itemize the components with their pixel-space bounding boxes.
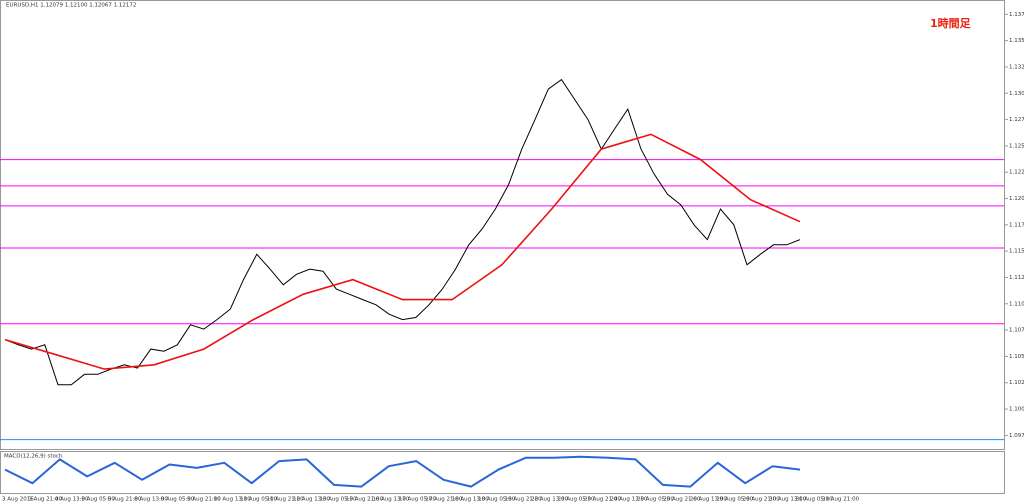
x-tick-label: 18 Aug 13:00: [452, 497, 490, 503]
x-tick-label: 23 Aug 21:00: [584, 497, 622, 503]
x-tick-label: 9 Aug 05:00: [161, 497, 195, 503]
x-tick-label: 17 Aug 21:00: [425, 497, 463, 503]
osc-frame: [0, 451, 1005, 494]
x-tick-label: 12 Aug 13:00: [293, 497, 331, 503]
x-tick-label: 4 Aug 13:00: [55, 497, 89, 503]
x-tick-label: 23 Aug 05:00: [557, 497, 595, 503]
osc-label: MACD(12,26,9) stoch: [4, 454, 63, 460]
x-tick-label: 5 Aug 05:00: [81, 497, 115, 503]
x-tick-label: 5 Aug 21:00: [108, 497, 142, 503]
price-line: [4, 133, 801, 370]
y-tick-label: 1.11250: [1009, 275, 1024, 281]
x-tick-label: 31 Aug 21:00: [822, 497, 860, 503]
x-tick-label: 29 Aug 21:00: [743, 497, 781, 503]
x-tick-label: 9 Aug 21:00: [187, 497, 221, 503]
x-tick-label: 24 Aug 13:00: [610, 497, 648, 503]
x-tick-label: 25 Aug 21:00: [663, 497, 701, 503]
y-tick-label: 1.13000: [1009, 91, 1024, 97]
x-tick-label: 3 Aug 2016: [2, 497, 34, 503]
oscillator-line: [4, 455, 801, 488]
x-tick-label: 11 Aug 05:00: [240, 497, 278, 503]
y-tick-label: 1.10000: [1009, 407, 1024, 413]
x-tick-label: 3 Aug 21:00: [28, 497, 62, 503]
y-tick-label: 1.12750: [1009, 117, 1024, 123]
x-tick-label: 26 Aug 13:00: [690, 497, 728, 503]
x-tick-label: 31 Aug 05:00: [796, 497, 834, 503]
x-tick-label: 15 Aug 05:00: [319, 497, 357, 503]
x-tick-label: 25 Aug 05:00: [637, 497, 675, 503]
x-tick-label: 10 Aug 13:00: [214, 497, 252, 503]
x-tick-label: 22 Aug 13:00: [531, 497, 569, 503]
main-frame: [0, 0, 1005, 450]
y-tick-label: 1.11750: [1009, 222, 1024, 228]
y-tick-label: 1.10750: [1009, 328, 1024, 334]
x-tick-label: 8 Aug 13:00: [134, 497, 168, 503]
annotation: 1時間足: [930, 16, 972, 30]
y-tick-label: 1.11500: [1009, 249, 1024, 255]
x-tick-label: 16 Aug 13:00: [372, 497, 410, 503]
y-tick-label: 1.10250: [1009, 380, 1024, 386]
y-tick-label: 1.10500: [1009, 354, 1024, 360]
y-tick-label: 1.13750: [1009, 12, 1024, 18]
x-tick-label: 19 Aug 21:00: [505, 497, 543, 503]
x-tick-label: 30 Aug 13:00: [769, 497, 807, 503]
y-tick-label: 1.12500: [1009, 143, 1024, 149]
x-tick-label: 29 Aug 05:00: [716, 497, 754, 503]
header: EURUSD,H1 1.12079 1.12100 1.12067 1.1217…: [6, 3, 136, 9]
y-tick-label: 1.12000: [1009, 196, 1024, 202]
x-tick-label: 19 Aug 05:00: [478, 497, 516, 503]
y-tick-label: 1.09750: [1009, 433, 1024, 439]
y-tick-label: 1.11000: [1009, 301, 1024, 307]
y-tick-label: 1.13500: [1009, 38, 1024, 44]
x-tick-label: 15 Aug 21:00: [346, 497, 384, 503]
price-line: [4, 78, 801, 386]
x-tick-label: 11 Aug 21:00: [267, 497, 305, 503]
y-tick-label: 1.13250: [1009, 64, 1024, 70]
x-tick-label: 17 Aug 05:00: [399, 497, 437, 503]
y-tick-label: 1.12250: [1009, 170, 1024, 176]
